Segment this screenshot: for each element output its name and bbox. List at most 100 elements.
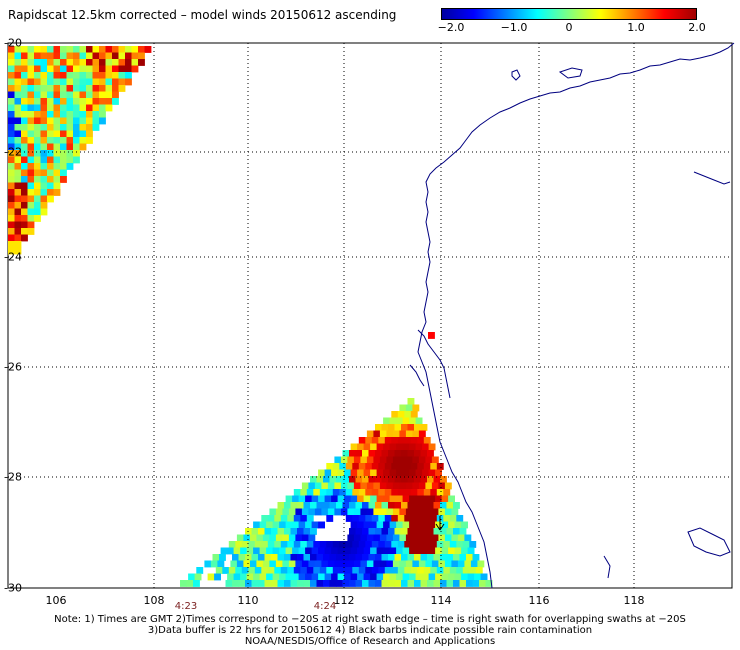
wind-difference-cell — [394, 580, 402, 587]
wind-difference-cell — [40, 182, 48, 190]
wind-difference-cell — [277, 502, 285, 509]
wind-difference-cell — [404, 567, 412, 574]
wind-difference-cell — [379, 560, 387, 568]
wind-difference-cell — [350, 443, 358, 451]
wind-difference-cell — [256, 560, 264, 568]
wind-difference-cell — [241, 567, 249, 574]
wind-difference-cell — [363, 547, 371, 555]
wind-difference-cell — [394, 476, 402, 483]
wind-difference-cell — [336, 476, 343, 483]
wind-difference-cell — [238, 554, 246, 561]
wind-difference-cell — [394, 424, 402, 431]
wind-difference-cell — [457, 534, 465, 542]
wind-difference-cell — [422, 469, 429, 477]
wind-difference-cell — [324, 547, 332, 555]
wind-difference-cell — [21, 98, 28, 105]
wind-difference-cell — [297, 502, 304, 509]
wind-difference-cell — [34, 65, 41, 73]
wind-difference-cell — [402, 573, 410, 581]
wind-difference-cell — [355, 450, 363, 457]
wind-difference-cell — [293, 515, 301, 522]
wind-difference-cell — [53, 156, 61, 164]
wind-difference-cell — [375, 528, 382, 535]
wind-difference-cell — [66, 104, 74, 112]
wind-difference-cell — [407, 476, 415, 483]
wind-difference-cell — [441, 547, 449, 555]
wind-difference-cell — [8, 202, 15, 209]
wind-difference-cell — [228, 541, 236, 548]
wind-difference-cell — [282, 534, 290, 542]
wind-difference-cell — [384, 541, 392, 548]
wind-difference-cell — [79, 85, 87, 92]
wind-difference-cell — [60, 143, 67, 151]
wind-difference-cell — [8, 189, 15, 196]
wind-difference-cell — [318, 547, 325, 555]
wind-difference-cell — [405, 534, 413, 542]
wind-difference-cell — [331, 547, 338, 555]
wind-difference-cell — [21, 85, 28, 92]
wind-difference-cell — [298, 521, 306, 529]
wind-difference-cell — [112, 52, 119, 60]
wind-difference-cell — [340, 482, 348, 490]
wind-difference-cell — [381, 554, 389, 561]
lon-label: 116 — [528, 594, 550, 607]
wind-difference-cell — [8, 72, 15, 79]
wind-difference-cell — [420, 528, 428, 535]
wind-difference-cell — [350, 547, 358, 555]
wind-difference-cell — [8, 104, 15, 112]
wind-difference-cell — [475, 567, 483, 574]
wind-difference-cell — [66, 163, 74, 170]
wind-difference-cell — [319, 541, 327, 548]
wind-difference-cell — [186, 580, 194, 587]
wind-difference-cell — [360, 508, 368, 516]
wind-difference-cell — [303, 528, 311, 535]
wind-difference-cell — [73, 85, 80, 92]
wind-difference-cell — [441, 495, 449, 503]
wind-difference-cell — [405, 404, 413, 412]
wind-difference-cell — [27, 169, 35, 177]
wind-difference-cell — [14, 104, 22, 112]
wind-difference-cell — [396, 469, 403, 477]
wind-difference-cell — [366, 508, 374, 516]
wind-difference-cell — [73, 59, 80, 66]
wind-difference-cell — [73, 117, 80, 125]
wind-difference-cell — [305, 521, 312, 529]
wind-difference-cell — [287, 567, 295, 574]
wind-difference-cell — [47, 98, 54, 105]
wind-difference-cell — [267, 541, 275, 548]
wind-difference-cell — [461, 547, 468, 555]
wind-difference-cell — [301, 482, 309, 490]
wind-difference-cell — [371, 489, 379, 496]
wind-difference-cell — [27, 46, 35, 53]
wind-difference-cell — [329, 476, 337, 483]
wind-difference-cell — [402, 495, 410, 503]
wind-difference-cell — [344, 547, 351, 555]
wind-difference-cell — [399, 560, 407, 568]
wind-difference-cell — [308, 508, 316, 516]
wind-difference-cell — [14, 143, 22, 151]
wind-difference-cell — [105, 85, 113, 92]
wind-difference-cell — [53, 65, 61, 73]
wind-difference-cell — [428, 332, 435, 339]
wind-difference-cell — [349, 502, 356, 509]
wind-difference-cell — [451, 508, 459, 516]
wind-difference-cell — [378, 541, 386, 548]
wind-difference-cell — [375, 424, 382, 431]
wind-difference-cell — [373, 534, 381, 542]
wind-difference-cell — [105, 72, 113, 79]
wind-difference-cell — [401, 476, 408, 483]
wind-difference-cell — [339, 541, 347, 548]
wind-difference-cell — [21, 124, 28, 131]
wind-difference-cell — [376, 547, 384, 555]
wind-difference-cell — [349, 528, 356, 535]
wind-difference-cell — [53, 124, 61, 131]
wind-difference-cell — [285, 573, 293, 581]
wind-difference-cell — [358, 567, 366, 574]
wind-difference-cell — [470, 560, 478, 568]
wind-difference-cell — [212, 554, 220, 561]
wind-difference-cell — [461, 573, 468, 581]
wind-difference-cell — [368, 476, 376, 483]
wind-difference-cell — [448, 573, 455, 581]
wind-difference-cell — [40, 143, 48, 151]
wind-difference-cell — [420, 476, 428, 483]
